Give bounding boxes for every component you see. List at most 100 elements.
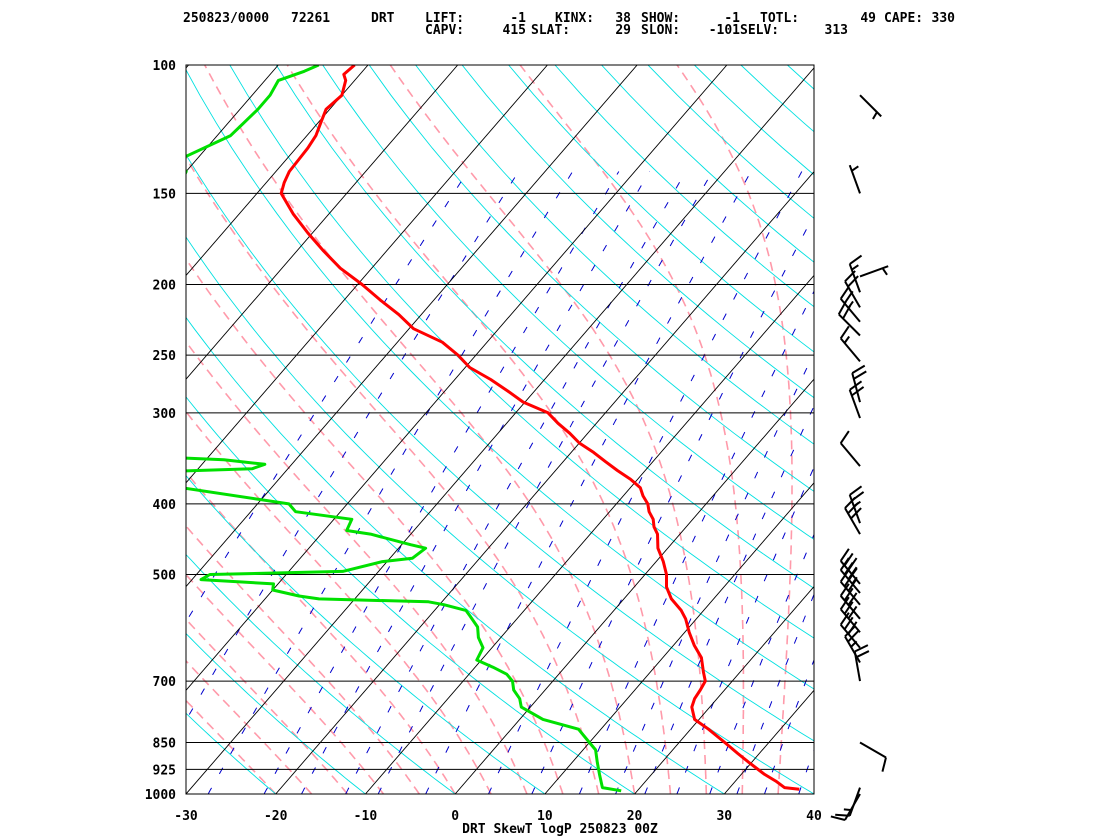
- pressure-tick-label: 300: [153, 407, 177, 422]
- dry-adiabat-line: [186, 396, 636, 794]
- dry-adiabat-line: [186, 793, 187, 794]
- mixing-ratio-line: [644, 404, 814, 794]
- mixing-ratio-line: [207, 171, 574, 794]
- header-value: 330: [932, 11, 956, 26]
- header-value: -101: [709, 23, 740, 38]
- moist-adiabat-line: [186, 471, 456, 794]
- temperature-tick-label: -30: [174, 809, 198, 824]
- moist-adiabat-line: [186, 699, 277, 794]
- isotherm-line: [186, 65, 548, 484]
- mixing-ratio-line: [263, 171, 620, 794]
- isotherm-line: [0, 65, 9, 794]
- isotherm-line: [813, 793, 814, 794]
- dry-adiabat-line: [834, 65, 1120, 809]
- isotherm-line: [186, 65, 728, 691]
- header-value: 313: [825, 23, 848, 38]
- wind-barb: [839, 548, 861, 585]
- temperature-profile-line: [279, 65, 800, 791]
- dry-adiabat-line: [787, 65, 814, 90]
- moist-adiabat-line: [186, 340, 528, 794]
- isotherm-line: [186, 67, 814, 794]
- dry-adiabat-line: [694, 65, 814, 176]
- pressure-tick-label: 400: [153, 498, 177, 513]
- dry-adiabat-line: [275, 65, 814, 589]
- dry-adiabat-line: [740, 65, 814, 133]
- isotherm-line: [0, 65, 99, 794]
- mixing-ratio-line: [578, 290, 814, 794]
- temperature-tick-label: -20: [264, 809, 288, 824]
- wind-barb: [839, 596, 861, 633]
- mixing-ratio-line: [764, 658, 814, 794]
- pressure-tick-label: 925: [153, 763, 176, 778]
- temperature-tick-label: -10: [354, 809, 378, 824]
- wind-barb: [859, 94, 882, 120]
- dry-adiabat-line: [186, 68, 814, 690]
- header-label: TOTL:: [760, 11, 799, 26]
- wind-barb: [859, 265, 889, 278]
- temperature-tick-label: 0: [451, 809, 459, 824]
- mixing-ratio-line: [186, 171, 519, 722]
- moist-adiabat-line: [186, 156, 600, 794]
- pressure-tick-label: 250: [153, 349, 177, 364]
- plot-frame: [185, 64, 815, 795]
- moist-adiabat-line: [186, 659, 313, 794]
- moist-adiabat-line: [186, 257, 564, 794]
- mixing-ratio-line: [736, 593, 814, 794]
- wind-barb: [848, 485, 865, 524]
- header-line-1: 250823/0000 72261 DRT LIFT: -1 KINX: 38 SHOW: -1…: [183, 11, 955, 26]
- header-label: 250823/0000: [183, 11, 269, 26]
- isotherm-line: [186, 65, 279, 173]
- pressure-tick-label: 150: [153, 187, 177, 202]
- isotherm-line: [544, 482, 814, 794]
- moist-adiabat-line: [389, 65, 708, 794]
- dry-adiabat-line: [186, 316, 726, 794]
- dry-adiabat-line: [322, 65, 814, 540]
- isotherm-line: [365, 274, 814, 794]
- isotherm-line: [186, 65, 638, 588]
- mixing-ratio-line: [615, 352, 814, 794]
- wind-barb: [839, 583, 861, 620]
- dry-adiabat-line: [368, 65, 814, 492]
- wind-barb: [839, 325, 861, 363]
- wind-barb: [853, 644, 870, 682]
- header-label: KINX:: [555, 11, 594, 26]
- header-label: CAPV:: [425, 23, 464, 38]
- dry-adiabat-line: [186, 632, 367, 794]
- dry-adiabat-line: [415, 65, 814, 445]
- header-label: 72261: [291, 11, 330, 26]
- header-value: 38: [615, 11, 631, 26]
- pressure-tick-label: 500: [153, 569, 177, 584]
- header-label: SELV:: [740, 23, 779, 38]
- wind-barb: [839, 430, 861, 467]
- isotherm-line: [186, 65, 459, 380]
- dry-adiabat-line: [647, 65, 814, 219]
- moist-adiabat-line: [286, 65, 672, 794]
- chart-title: DRT SkewT logP 250823 00Z: [462, 822, 658, 837]
- pressure-tick-labels: 100 150 200 250 300 400 500 700 850 925 1000: [145, 59, 176, 803]
- header-label: CAPE:: [884, 11, 923, 26]
- isotherm-line: [454, 378, 814, 794]
- sounding-profiles: [186, 65, 800, 793]
- header-label: SLON:: [641, 23, 680, 38]
- header-value: 49: [860, 11, 876, 26]
- isotherm-line: [186, 65, 369, 277]
- dewpoint-profile-line: [186, 65, 622, 793]
- mixing-ratio-lines: [186, 171, 814, 794]
- temperature-tick-label: 40: [806, 809, 822, 824]
- dry-adiabat-line: [186, 474, 546, 794]
- mixing-ratio-line: [301, 171, 650, 794]
- pressure-tick-label: 200: [153, 278, 177, 293]
- temperature-tick-label: 10: [537, 809, 553, 824]
- moist-adiabats: [186, 65, 814, 794]
- isotherms: [0, 65, 814, 794]
- header-label: SHOW:: [641, 11, 680, 26]
- wind-barb: [839, 612, 861, 649]
- isotherm-line: [275, 171, 814, 794]
- moist-adiabat-line: [203, 65, 636, 794]
- pressure-tick-label: 850: [153, 737, 177, 752]
- header-value: -1: [724, 11, 740, 26]
- dry-adiabat-line: [186, 712, 277, 794]
- moist-adiabat-line: [186, 524, 420, 794]
- wind-barb: [851, 364, 867, 403]
- header-label: LIFT:: [425, 11, 464, 26]
